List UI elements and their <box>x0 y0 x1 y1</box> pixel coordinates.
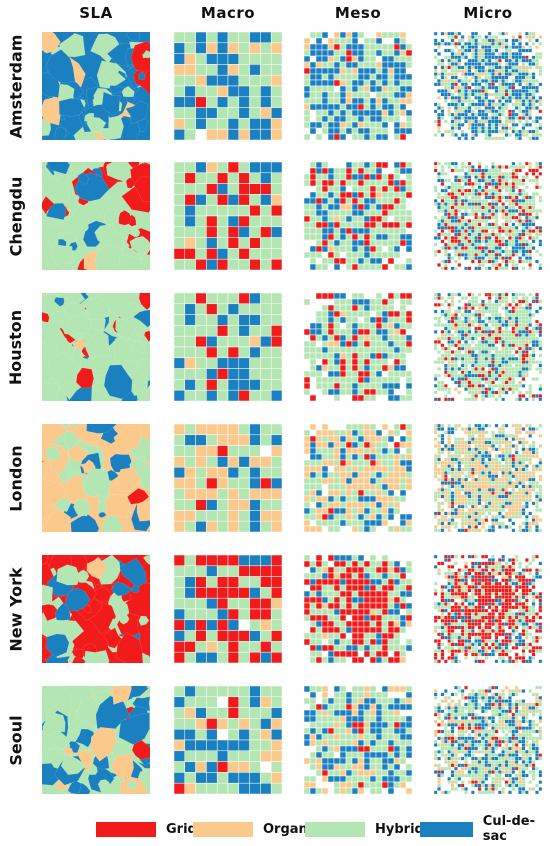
panel-new-york-meso <box>304 555 412 663</box>
panel-new-york-micro <box>434 555 542 663</box>
panel-london-micro <box>434 424 542 532</box>
panel-houston-meso <box>304 293 412 401</box>
panel-amsterdam-micro <box>434 32 542 140</box>
panel-seoul-macro <box>174 686 282 794</box>
panel-seoul-micro <box>434 686 542 794</box>
legend-swatch-grid <box>96 821 156 837</box>
panel-amsterdam-macro <box>174 32 282 140</box>
panel-chengdu-meso <box>304 162 412 270</box>
panel-seoul-sla <box>42 686 150 794</box>
panel-london-meso <box>304 424 412 532</box>
panel-amsterdam-meso <box>304 32 412 140</box>
legend-label-hybrid: Hybrid <box>375 821 424 837</box>
panel-houston-macro <box>174 293 282 401</box>
panel-new-york-macro <box>174 555 282 663</box>
legend-swatch-organic <box>193 821 253 837</box>
legend-item-grid: Grid <box>96 817 197 841</box>
legend-swatch-hybrid <box>305 821 365 837</box>
panel-amsterdam-sla <box>42 32 150 140</box>
row-label-new-york: New York <box>6 566 26 652</box>
panel-new-york-sla <box>42 555 150 663</box>
column-header-macro: Macro <box>200 4 256 22</box>
panel-seoul-meso <box>304 686 412 794</box>
legend-item-culdesac: Cul-de-sac <box>420 814 550 844</box>
panel-london-sla <box>42 424 150 532</box>
row-label-chengdu: Chengdu <box>6 176 26 256</box>
legend-swatch-culdesac <box>420 821 473 837</box>
panel-london-macro <box>174 424 282 532</box>
legend-label-grid: Grid <box>166 821 197 837</box>
panel-houston-sla <box>42 293 150 401</box>
column-header-meso: Meso <box>334 4 382 22</box>
panel-chengdu-macro <box>174 162 282 270</box>
legend: Grid Organic Hybrid Cul-de-sac <box>0 814 550 844</box>
legend-item-organic: Organic <box>193 817 320 841</box>
panel-houston-micro <box>434 293 542 401</box>
row-label-amsterdam: Amsterdam <box>6 34 26 138</box>
panel-chengdu-sla <box>42 162 150 270</box>
legend-item-hybrid: Hybrid <box>305 817 424 841</box>
row-label-houston: Houston <box>6 309 26 385</box>
row-label-london: London <box>6 444 26 512</box>
row-label-seoul: Seoul <box>6 714 26 766</box>
legend-label-culdesac: Cul-de-sac <box>482 814 535 844</box>
column-header-sla: SLA <box>79 4 113 22</box>
panel-chengdu-micro <box>434 162 542 270</box>
column-header-micro: Micro <box>463 4 513 22</box>
